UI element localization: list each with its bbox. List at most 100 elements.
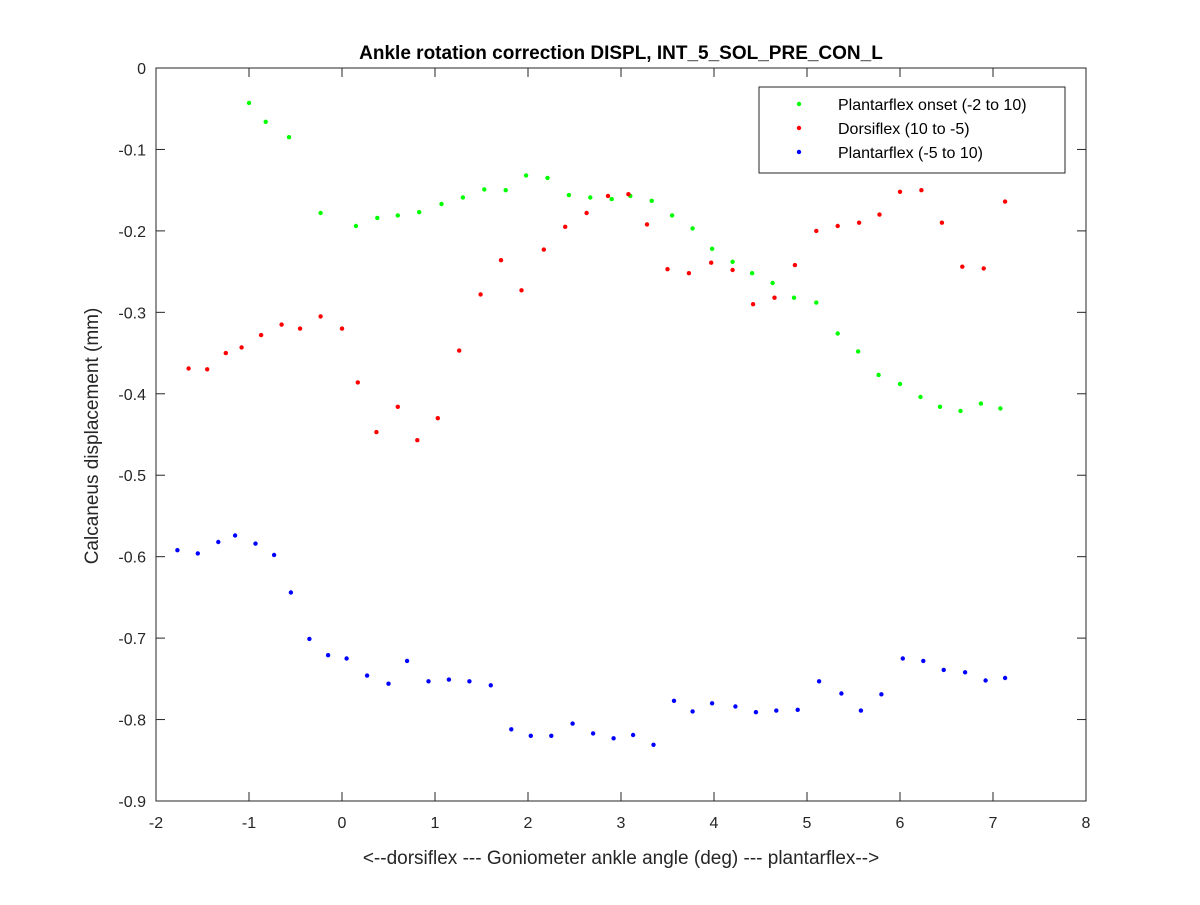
data-point [1002, 675, 1008, 681]
data-point [590, 731, 596, 736]
data-point [753, 710, 759, 715]
data-point [223, 350, 228, 356]
data-point [395, 213, 400, 218]
x-tick-label: 6 [896, 815, 905, 832]
chart-title: Ankle rotation correction DISPL, INT_5_S… [359, 43, 883, 64]
data-point [541, 247, 546, 252]
y-tick-label: -0.4 [118, 387, 146, 404]
y-axis-title: Calcaneus displacement (mm) [82, 308, 103, 565]
legend-item: Plantarflex (-5 to 10) [796, 145, 983, 162]
data-point [286, 135, 292, 140]
data-point [584, 210, 589, 216]
data-point [876, 372, 881, 378]
data-point [353, 223, 359, 229]
data-point [355, 380, 360, 385]
data-point [435, 416, 440, 421]
data-point [482, 187, 487, 192]
legend: Plantarflex onset (-2 to 10) Dorsiflex (1… [758, 86, 1066, 174]
data-points [175, 100, 1008, 747]
x-tick-label: 5 [803, 815, 812, 832]
data-point [792, 262, 798, 268]
data-point [205, 367, 210, 372]
data-point [232, 533, 238, 538]
data-point [839, 691, 844, 696]
data-point [528, 733, 533, 738]
plot-area [156, 68, 1086, 801]
data-point [364, 673, 370, 678]
data-point [570, 721, 575, 726]
legend-marker [796, 101, 802, 107]
y-tick-label: -0.8 [118, 713, 146, 730]
data-point [981, 266, 986, 271]
data-point [415, 438, 420, 443]
x-tick-label: -1 [242, 815, 256, 832]
data-point [918, 394, 923, 400]
data-point [998, 406, 1003, 411]
data-point [498, 258, 504, 263]
data-point [195, 551, 200, 556]
data-point [877, 212, 882, 217]
data-point [814, 228, 819, 234]
legend-box [758, 86, 1066, 174]
data-point [488, 683, 493, 688]
data-point [858, 708, 864, 713]
data-point [611, 736, 616, 741]
data-point [921, 658, 926, 664]
data-point [588, 195, 593, 200]
data-point [386, 681, 391, 686]
data-point [467, 679, 472, 684]
data-point [339, 326, 345, 331]
data-point [709, 246, 715, 251]
data-point [439, 201, 444, 207]
data-point [1002, 199, 1008, 204]
legend-item: Dorsiflex (10 to -5) [796, 121, 970, 138]
data-point [795, 707, 800, 712]
data-point [374, 429, 379, 435]
data-point [325, 653, 331, 658]
x-tick-label: 3 [617, 815, 626, 832]
axis-ticks: -2 -1 0 1 2 3 4 5 6 7 8 0 -0.1 -0.2 -0.3 -0.4 -0.5 -0.6 -0… [118, 61, 1090, 832]
y-tick-label: -0.7 [118, 631, 146, 648]
data-point [690, 709, 695, 714]
data-point [835, 331, 840, 336]
y-tick-label: -0.9 [118, 794, 146, 811]
x-tick-label: 0 [338, 815, 347, 832]
data-point [978, 401, 984, 406]
legend-label: Dorsiflex (10 to -5) [838, 121, 970, 138]
data-point [519, 288, 524, 293]
data-point [288, 590, 294, 595]
data-point [417, 210, 422, 215]
series-1-points [246, 100, 1003, 414]
data-point [253, 541, 258, 546]
data-point [263, 119, 268, 125]
data-point [958, 408, 963, 414]
series-3-points [175, 533, 1008, 747]
data-point [318, 314, 323, 319]
data-point [503, 188, 508, 193]
data-point [919, 188, 924, 193]
legend-item: Plantarflex onset (-2 to 10) [796, 97, 1027, 114]
data-point [239, 345, 244, 350]
data-point [900, 656, 905, 661]
data-point [258, 332, 264, 338]
data-point [770, 280, 775, 286]
series-2-points [186, 188, 1008, 443]
data-point [855, 349, 861, 354]
x-tick-label: 1 [431, 815, 440, 832]
data-point [246, 100, 252, 106]
data-point [426, 679, 431, 684]
data-point [960, 264, 965, 269]
data-point [395, 404, 400, 409]
data-point [897, 189, 903, 194]
data-point [279, 322, 284, 327]
y-tick-label: -0.1 [118, 142, 146, 159]
data-point [665, 267, 670, 272]
data-point [375, 215, 380, 221]
data-point [297, 326, 303, 331]
data-point [835, 223, 840, 229]
legend-label: Plantarflex (-5 to 10) [838, 145, 983, 162]
data-point [669, 213, 675, 218]
data-point [686, 271, 692, 276]
data-point [566, 192, 572, 198]
